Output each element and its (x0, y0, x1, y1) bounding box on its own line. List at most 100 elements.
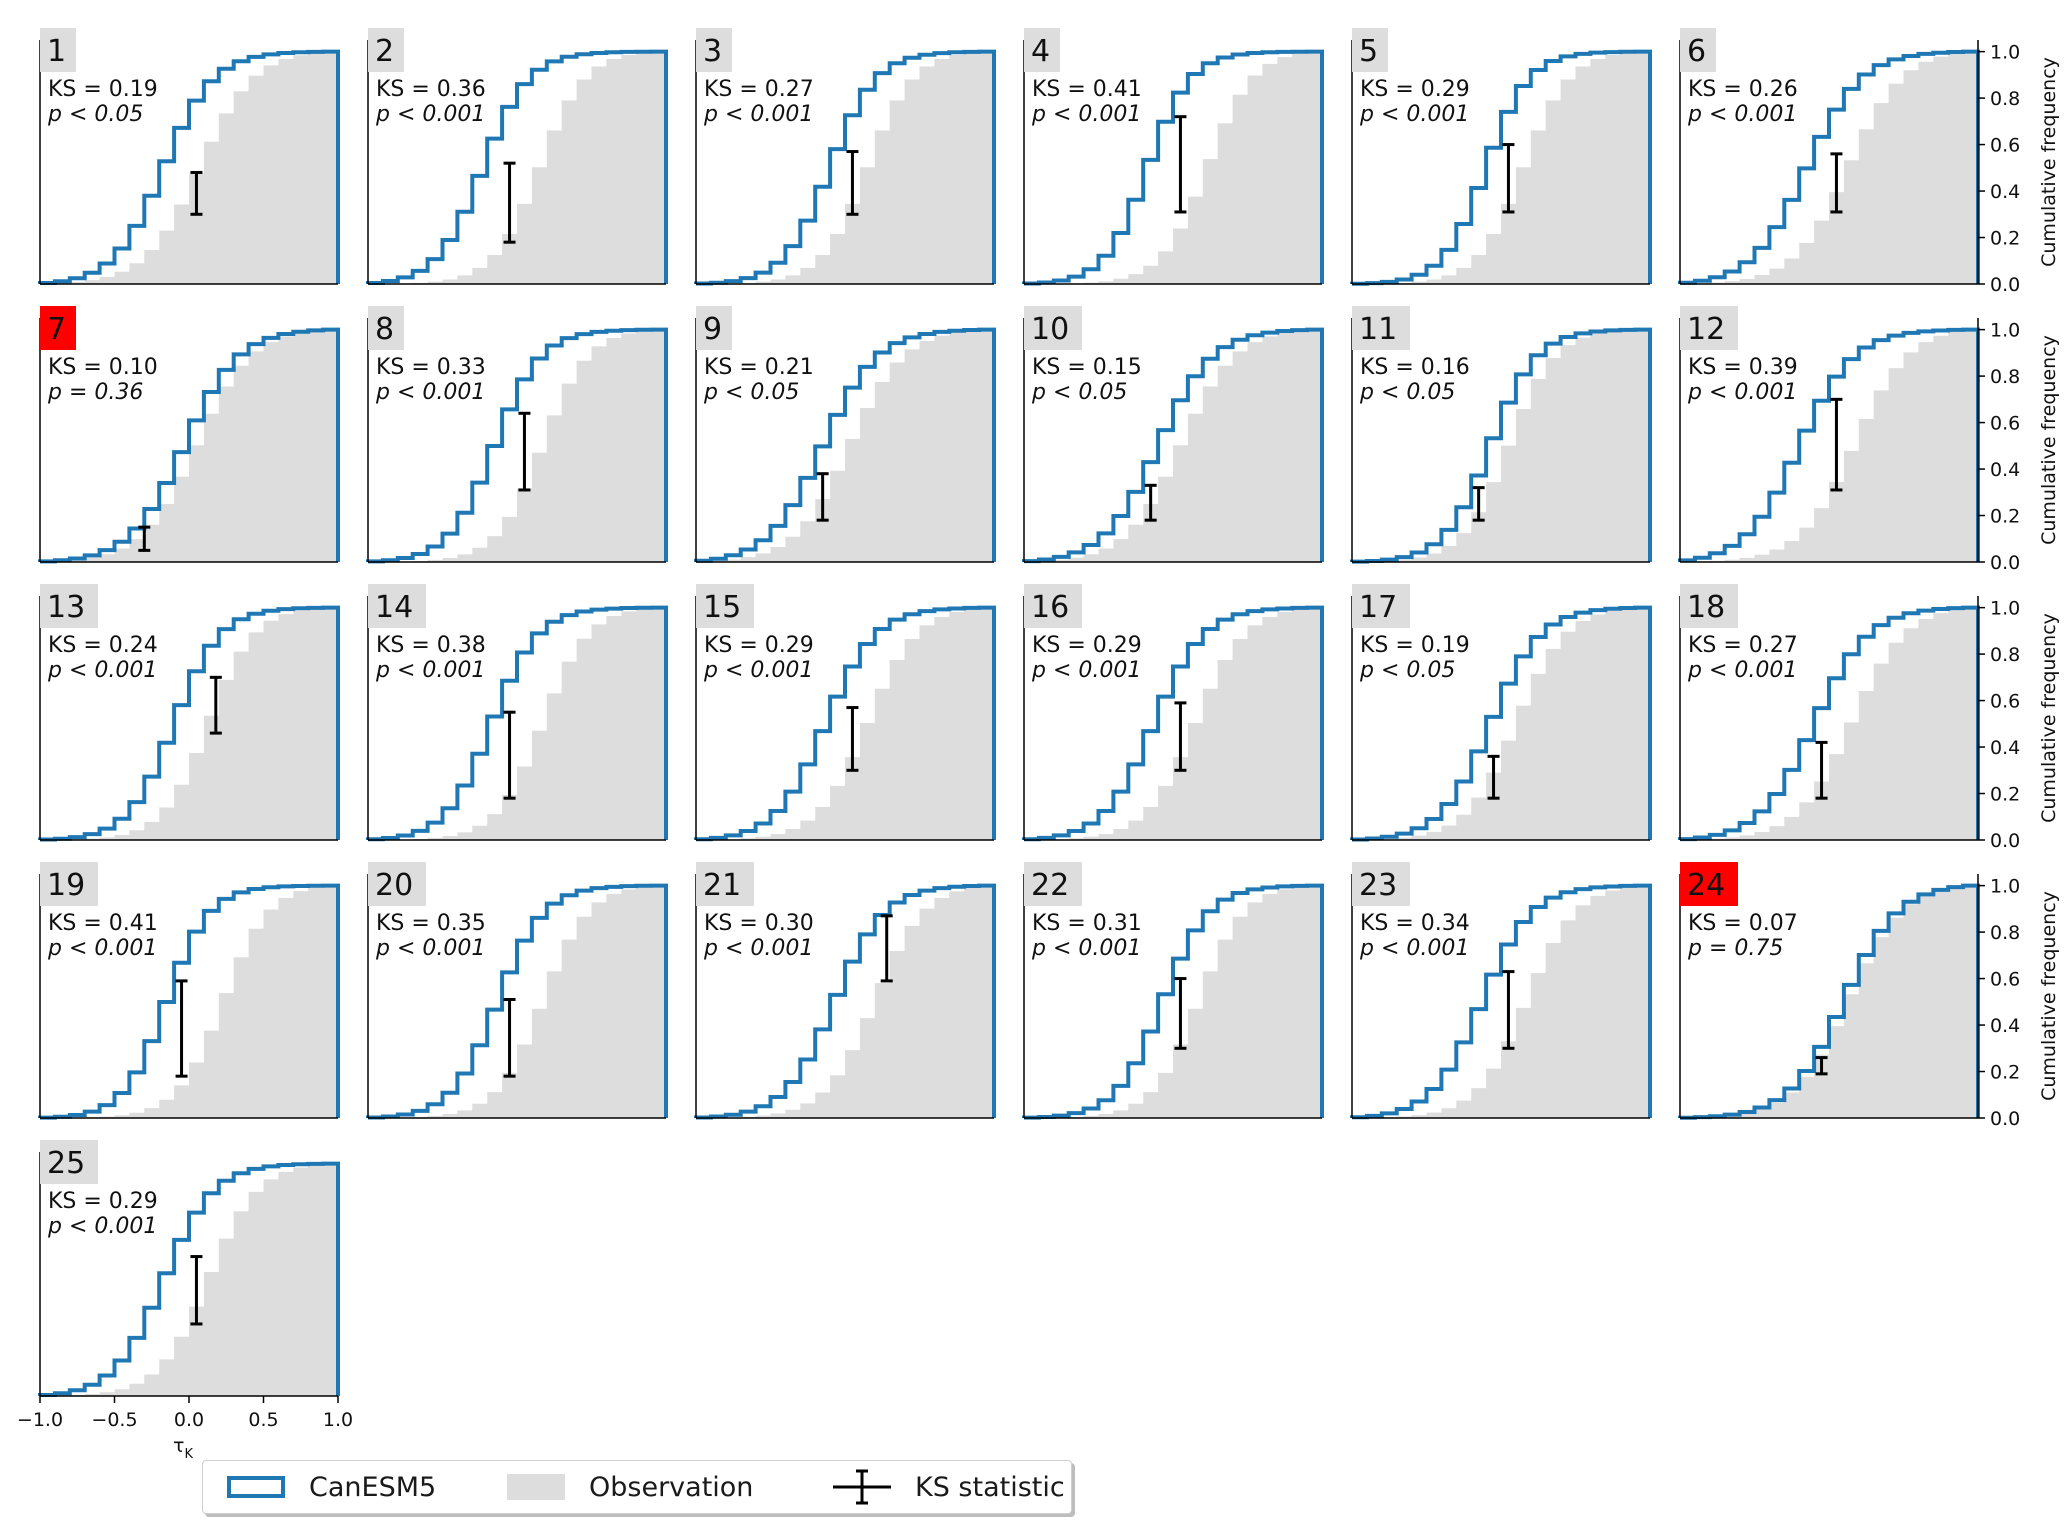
y-tick-label: 0.0 (1990, 274, 2020, 296)
p-value: p < 0.001 (1687, 380, 1797, 405)
panel-7: 7 KS = 0.10p = 0.36 (38, 306, 340, 564)
ks-value: KS = 0.41 (48, 911, 158, 936)
panel-label-box (696, 862, 754, 906)
x-tick-label: 0.5 (248, 1409, 278, 1431)
panel-label-box (368, 584, 426, 628)
y-axis-title: Cumulative frequency (2038, 613, 2060, 823)
panel-label-box (1024, 584, 1082, 628)
panel-20: 20 KS = 0.35p < 0.001 (366, 862, 668, 1120)
panel-number: 3 (703, 34, 722, 69)
y-tick-label: 1.0 (1990, 42, 2020, 64)
panel-number: 25 (47, 1146, 85, 1181)
panel-label-box (1024, 862, 1082, 906)
panel-19: 19 KS = 0.41p < 0.001 (38, 862, 340, 1120)
y-tick-label: 0.8 (1990, 366, 2020, 388)
y-axis-title: Cumulative frequency (2038, 57, 2060, 267)
y-tick-label: 0.8 (1990, 644, 2020, 666)
model-step-line (366, 605, 668, 842)
observation-histogram (40, 51, 338, 284)
ks-value: KS = 0.41 (1032, 77, 1142, 102)
p-value: p < 0.001 (375, 380, 485, 405)
p-value: p < 0.001 (1687, 102, 1797, 127)
model-step-line (1022, 327, 1324, 564)
model-step-line (1350, 883, 1652, 1120)
panel-number: 13 (47, 590, 85, 625)
panel-23: 23 KS = 0.34p < 0.001 (1350, 862, 1652, 1120)
legend-item-model: CanESM5 (227, 1461, 436, 1513)
observation-histogram (696, 607, 994, 840)
panel-label-box (1352, 862, 1410, 906)
panel-number: 12 (1687, 312, 1725, 347)
panel-number: 15 (703, 590, 741, 625)
y-tick-label: 0.2 (1990, 1062, 2020, 1084)
panel-number: 24 (1687, 868, 1725, 903)
panel-label-box (1680, 584, 1738, 628)
panel-number: 19 (47, 868, 85, 903)
panel-22: 22 KS = 0.31p < 0.001 (1022, 862, 1324, 1120)
panel-label-box (696, 584, 754, 628)
p-value: p < 0.001 (1031, 936, 1141, 961)
observation-histogram (368, 329, 666, 562)
model-step-line (38, 1161, 340, 1398)
observation-histogram (1680, 607, 1978, 840)
p-value: p < 0.001 (1687, 658, 1797, 683)
panel-18: 18 KS = 0.27p < 0.001 0.0 0.2 0.4 0.6 0.8 1.0 Cu… (1678, 584, 2060, 852)
x-axis-title: τK (173, 1435, 193, 1462)
p-value: p < 0.05 (1359, 658, 1455, 683)
model-step-line (694, 327, 996, 563)
y-tick-label: 0.8 (1990, 922, 2020, 944)
observation-histogram (1680, 885, 1978, 1118)
ks-value: KS = 0.31 (1032, 911, 1142, 936)
panel-label-box (40, 1140, 98, 1184)
ks-value: KS = 0.29 (1360, 77, 1470, 102)
panel-1: 1 KS = 0.19p < 0.05 (38, 28, 340, 286)
ks-value: KS = 0.30 (704, 911, 814, 936)
panel-number: 8 (375, 312, 394, 347)
p-value: p < 0.05 (1359, 380, 1455, 405)
model-step-line (1350, 605, 1652, 842)
observation-histogram (1352, 51, 1650, 284)
x-axis-title-subscript: K (184, 1447, 193, 1462)
y-tick-label: 0.0 (1990, 1108, 2020, 1130)
panel-24: 24 KS = 0.07p = 0.75 0.0 0.2 0.4 0.6 0.8 1.0 Cum… (1678, 862, 2060, 1130)
ks-value: KS = 0.19 (1360, 633, 1470, 658)
observation-histogram (1352, 607, 1650, 840)
ks-value: KS = 0.29 (1032, 633, 1142, 658)
x-tick-label: −0.5 (91, 1409, 137, 1431)
p-value: p < 0.001 (703, 658, 813, 683)
ks-value: KS = 0.27 (1688, 633, 1798, 658)
panel-label-box (368, 862, 426, 906)
x-tick-label: 0.0 (174, 1409, 204, 1431)
ks-value: KS = 0.21 (704, 355, 814, 380)
model-step-line (1022, 883, 1324, 1120)
model-step-line (1678, 605, 1980, 842)
panel-4: 4 KS = 0.41p < 0.001 (1022, 28, 1324, 286)
ks-value: KS = 0.29 (48, 1189, 158, 1214)
panel-11: 11 KS = 0.16p < 0.05 (1350, 306, 1652, 564)
y-tick-label: 0.0 (1990, 552, 2020, 574)
y-tick-label: 0.8 (1990, 88, 2020, 110)
p-value: p < 0.001 (47, 1214, 157, 1239)
y-tick-label: 0.6 (1990, 969, 2020, 991)
ks-value: KS = 0.34 (1360, 911, 1470, 936)
y-tick-label: 0.4 (1990, 181, 2020, 203)
panel-label-box (1680, 28, 1716, 72)
panel-label-box (40, 862, 98, 906)
panel-number: 21 (703, 868, 741, 903)
panel-label-box (1352, 28, 1388, 72)
ks-value: KS = 0.39 (1688, 355, 1798, 380)
ks-value: KS = 0.29 (704, 633, 814, 658)
p-value: p < 0.001 (703, 102, 813, 127)
p-value: p < 0.001 (375, 102, 485, 127)
legend-label-observation: Observation (589, 1471, 754, 1503)
observation-histogram (696, 51, 994, 284)
ks-value: KS = 0.15 (1032, 355, 1142, 380)
panel-9: 9 KS = 0.21p < 0.05 (694, 306, 996, 563)
panel-label-box (1680, 306, 1738, 350)
y-tick-label: 0.6 (1990, 413, 2020, 435)
panel-label-box (368, 306, 404, 350)
model-step-line (366, 883, 668, 1120)
y-tick-label: 0.6 (1990, 691, 2020, 713)
panel-number: 4 (1031, 34, 1050, 69)
p-value: p = 0.36 (47, 380, 143, 405)
